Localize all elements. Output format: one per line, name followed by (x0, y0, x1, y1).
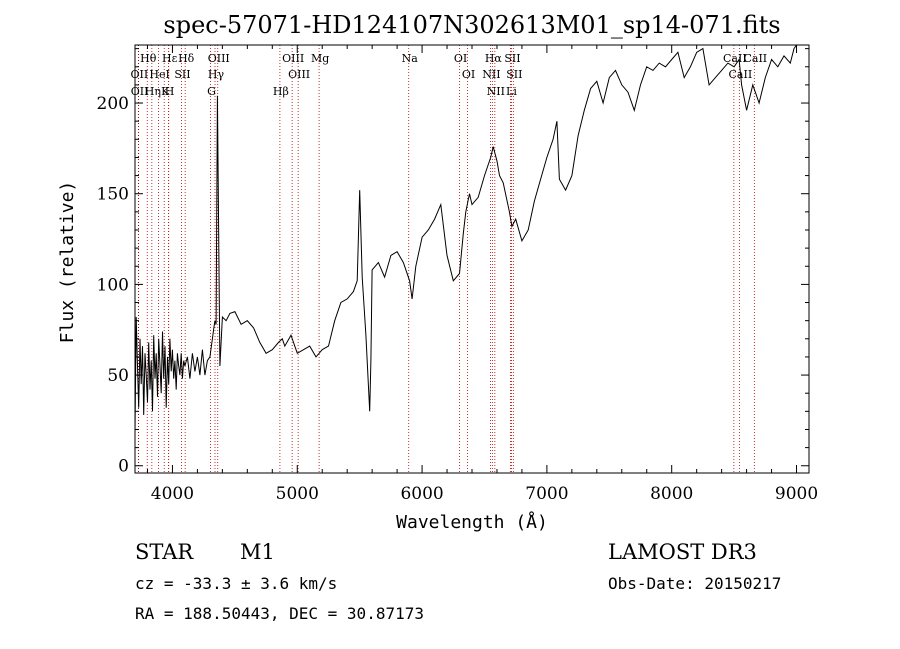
marker-label: OIII (288, 68, 310, 81)
subclass-label: M1 (240, 540, 275, 564)
coordinates-label: RA = 188.50443, DEC = 30.87173 (135, 604, 424, 623)
y-tick-label: 200 (97, 94, 129, 114)
x-tick-label: 8000 (650, 484, 693, 504)
y-axis-ticks: 0 50 100 150 200 (97, 48, 809, 477)
y-tick-label: 0 (118, 457, 129, 477)
x-tick-label: 9000 (775, 484, 818, 504)
redshift-label: cz = -33.3 ± 3.6 km/s (135, 574, 338, 593)
marker-label: OI (454, 52, 467, 65)
marker-label: OIII (282, 52, 304, 65)
spectrum-line (134, 44, 797, 434)
x-axis-label: Wavelength (Å) (396, 511, 548, 533)
y-tick-label: 50 (107, 366, 129, 386)
marker-label: OII (131, 68, 149, 81)
x-axis-ticks: 4000 5000 6000 7000 8000 9000 (146, 45, 818, 504)
marker-label: SII (174, 68, 190, 81)
chart-title: spec-57071-HD124107N302613M01_sp14-071.f… (163, 11, 780, 39)
marker-label: NII (482, 68, 500, 81)
x-tick-label: 7000 (525, 484, 568, 504)
marker-label: Hδ (178, 52, 195, 65)
plot-frame (134, 44, 810, 474)
marker-label: Hα (485, 52, 503, 65)
y-axis-label: Flux (relative) (57, 181, 78, 344)
y-tick-label: 100 (97, 275, 129, 295)
marker-label: H (165, 85, 175, 98)
line-markers (137, 45, 755, 473)
marker-label: HeI (149, 68, 169, 81)
marker-label: K (161, 85, 170, 98)
survey-label: LAMOST DR3 (608, 540, 757, 564)
marker-label: NII (487, 85, 505, 98)
marker-label: SII (506, 68, 522, 81)
marker-label: Hβ (273, 85, 289, 98)
x-tick-label: 4000 (151, 484, 194, 504)
marker-label: Hη (145, 85, 161, 98)
obs-date-label: Obs-Date: 20150217 (608, 574, 782, 593)
marker-label: CaII (723, 52, 747, 65)
marker-label: G (207, 85, 216, 98)
marker-label: OI (462, 68, 475, 81)
marker-label: Na (402, 52, 419, 65)
marker-label: CaII (743, 52, 767, 65)
marker-label: Hγ (208, 68, 225, 81)
marker-label: Mg (311, 52, 329, 65)
marker-label: Hε (162, 52, 178, 65)
x-tick-label: 5000 (276, 484, 319, 504)
x-tick-label: 6000 (400, 484, 443, 504)
marker-label: OIII (208, 52, 230, 65)
y-tick-label: 150 (97, 185, 129, 205)
marker-label: Li (506, 85, 517, 98)
marker-label: SII (504, 52, 520, 65)
marker-label: Hθ (140, 52, 157, 65)
class-label: STAR (135, 540, 194, 564)
